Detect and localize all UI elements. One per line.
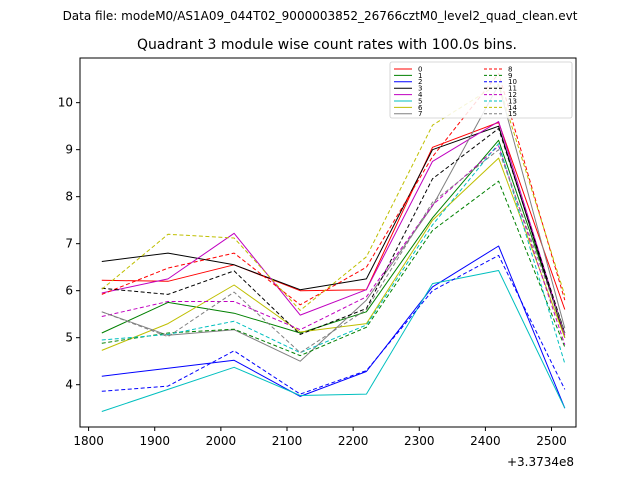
series-line-7	[101, 84, 566, 362]
legend-label-9: 9	[508, 72, 512, 80]
y-tick-label: 10	[58, 96, 73, 110]
legend-label-1: 1	[418, 72, 422, 80]
series-line-5	[101, 270, 566, 412]
legend-label-15: 15	[508, 110, 517, 118]
series-line-1	[101, 139, 566, 334]
x-tick-label: 2200	[338, 434, 369, 448]
legend-label-6: 6	[418, 104, 423, 112]
series-line-6	[101, 157, 566, 351]
x-tick-label: 1900	[139, 434, 170, 448]
x-tick-label: 2400	[470, 434, 501, 448]
x-tick-label: 2500	[536, 434, 567, 448]
legend-label-13: 13	[508, 97, 517, 105]
legend-label-4: 4	[418, 91, 423, 99]
chart-title: Quadrant 3 module wise count rates with …	[137, 37, 517, 53]
series-line-12	[101, 145, 566, 345]
legend-label-11: 11	[508, 85, 517, 93]
x-axis: 1800 1900 2000 2100 2200 2300 2400 2500	[73, 427, 567, 448]
legend-label-0: 0	[418, 65, 422, 73]
x-tick-label: 2100	[272, 434, 303, 448]
series-line-3	[101, 125, 566, 338]
y-tick-label: 5	[65, 331, 73, 345]
legend-label-10: 10	[508, 78, 517, 86]
legend-label-7: 7	[418, 110, 422, 118]
x-tick-label: 2300	[404, 434, 435, 448]
x-tick-label: 1800	[73, 434, 104, 448]
series-line-9	[101, 180, 566, 357]
series-line-15	[101, 149, 566, 354]
chart-suptitle: Data file: modeM0/AS1A09_044T02_90000038…	[63, 9, 578, 23]
y-tick-label: 7	[65, 237, 73, 251]
y-axis: 4 5 6 7 8 9 10	[58, 96, 80, 392]
y-tick-label: 9	[65, 143, 73, 157]
x-offset-label: +3.3734e8	[507, 455, 574, 469]
y-tick-label: 4	[65, 378, 73, 392]
legend-label-3: 3	[418, 85, 422, 93]
legend-label-8: 8	[508, 65, 512, 73]
series-line-13	[101, 143, 566, 364]
series-line-2	[101, 245, 566, 409]
y-tick-label: 8	[65, 190, 73, 204]
series-line-11	[101, 128, 566, 335]
x-tick-label: 2000	[206, 434, 237, 448]
axes-frame	[79, 57, 577, 428]
legend-label-5: 5	[418, 97, 422, 105]
series-line-0	[101, 121, 566, 310]
legend-label-2: 2	[418, 78, 422, 86]
series-layer	[101, 73, 566, 412]
legend-label-14: 14	[508, 104, 517, 112]
legend-label-12: 12	[508, 91, 517, 99]
y-tick-label: 6	[65, 284, 73, 298]
series-line-4	[101, 121, 566, 336]
series-line-10	[101, 254, 566, 395]
legend-frame	[389, 61, 573, 119]
